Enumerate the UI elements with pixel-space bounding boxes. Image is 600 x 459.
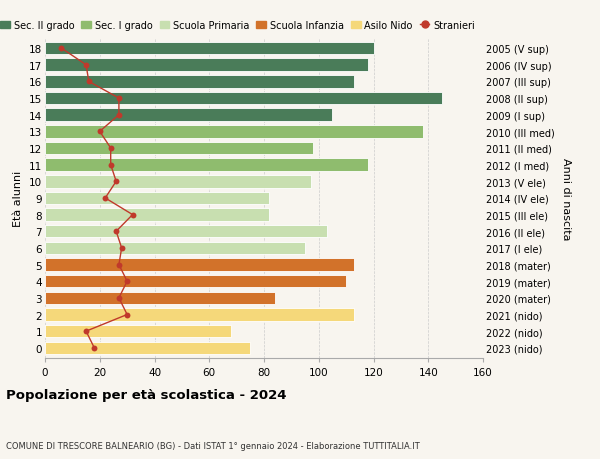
- Point: [112, 178, 121, 185]
- Point: [81, 62, 91, 69]
- Point: [114, 261, 124, 269]
- Point: [112, 228, 121, 235]
- Bar: [45, 325, 231, 338]
- Bar: [45, 93, 442, 105]
- Bar: [45, 225, 327, 238]
- Bar: [45, 342, 250, 354]
- Bar: [45, 109, 332, 122]
- Bar: [45, 275, 346, 288]
- Text: Popolazione per età scolastica - 2024: Popolazione per età scolastica - 2024: [6, 389, 287, 402]
- Bar: [45, 176, 311, 188]
- Point: [89, 344, 99, 352]
- Point: [56, 45, 66, 53]
- Bar: [45, 142, 313, 155]
- Point: [100, 195, 110, 202]
- Point: [128, 212, 137, 219]
- Legend: Sec. II grado, Sec. I grado, Scuola Primaria, Scuola Infanzia, Asilo Nido, Stran: Sec. II grado, Sec. I grado, Scuola Prim…: [0, 17, 479, 34]
- Y-axis label: Anni di nascita: Anni di nascita: [561, 157, 571, 240]
- Point: [84, 78, 94, 86]
- Point: [114, 112, 124, 119]
- Bar: [45, 43, 374, 55]
- Bar: [45, 308, 355, 321]
- Y-axis label: Età alunni: Età alunni: [13, 170, 23, 227]
- Bar: [45, 76, 355, 89]
- Bar: [45, 209, 269, 221]
- Point: [117, 245, 127, 252]
- Point: [95, 129, 104, 136]
- Bar: [45, 292, 275, 304]
- Bar: [45, 242, 305, 255]
- Point: [122, 278, 132, 285]
- Bar: [45, 59, 368, 72]
- Point: [122, 311, 132, 319]
- Bar: [45, 159, 368, 172]
- Bar: [45, 259, 355, 271]
- Text: COMUNE DI TRESCORE BALNEARIO (BG) - Dati ISTAT 1° gennaio 2024 - Elaborazione TU: COMUNE DI TRESCORE BALNEARIO (BG) - Dati…: [6, 441, 420, 450]
- Point: [106, 162, 116, 169]
- Bar: [45, 192, 269, 205]
- Point: [114, 95, 124, 102]
- Bar: [45, 126, 423, 138]
- Point: [81, 328, 91, 335]
- Point: [106, 145, 116, 152]
- Point: [114, 295, 124, 302]
